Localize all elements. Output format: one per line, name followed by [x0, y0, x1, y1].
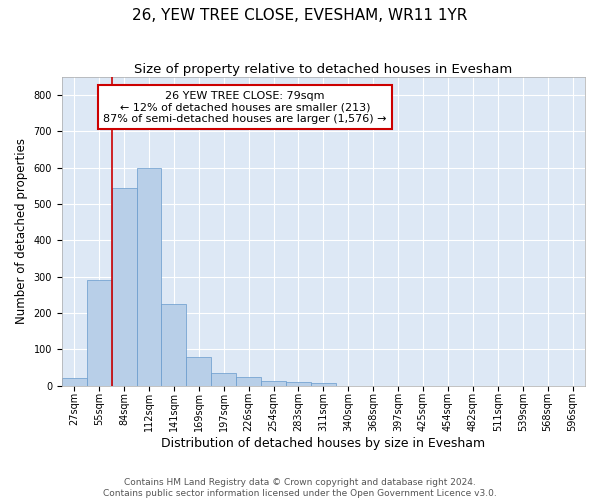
- Bar: [86, 280, 112, 386]
- Text: 26, YEW TREE CLOSE, EVESHAM, WR11 1YR: 26, YEW TREE CLOSE, EVESHAM, WR11 1YR: [133, 8, 467, 22]
- Text: 26 YEW TREE CLOSE: 79sqm
← 12% of detached houses are smaller (213)
87% of semi-: 26 YEW TREE CLOSE: 79sqm ← 12% of detach…: [103, 90, 386, 124]
- Bar: [62, 378, 86, 386]
- Bar: [187, 356, 211, 386]
- Bar: [286, 382, 311, 386]
- Title: Size of property relative to detached houses in Evesham: Size of property relative to detached ho…: [134, 62, 512, 76]
- X-axis label: Distribution of detached houses by size in Evesham: Distribution of detached houses by size …: [161, 437, 485, 450]
- Bar: [311, 383, 336, 386]
- Bar: [137, 168, 161, 386]
- Y-axis label: Number of detached properties: Number of detached properties: [15, 138, 28, 324]
- Bar: [211, 373, 236, 386]
- Bar: [161, 304, 187, 386]
- Bar: [261, 382, 286, 386]
- Bar: [112, 188, 137, 386]
- Bar: [236, 376, 261, 386]
- Text: Contains HM Land Registry data © Crown copyright and database right 2024.
Contai: Contains HM Land Registry data © Crown c…: [103, 478, 497, 498]
